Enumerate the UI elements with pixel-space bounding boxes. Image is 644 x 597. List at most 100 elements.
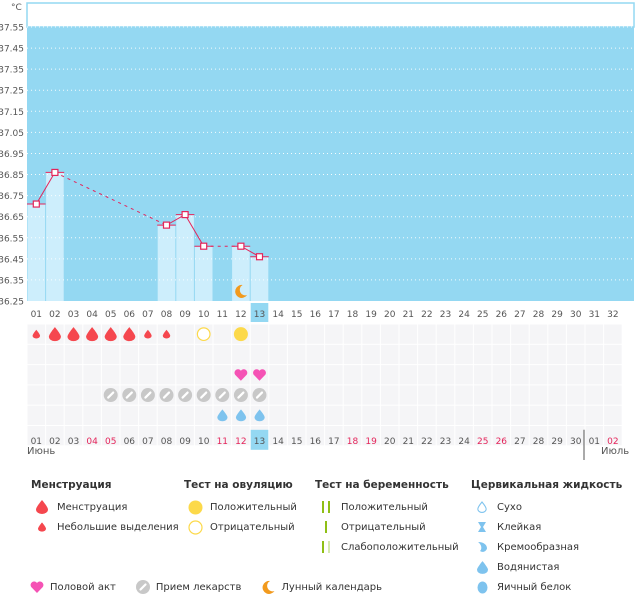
grid-cell	[27, 344, 46, 365]
date-label: 07	[142, 437, 153, 447]
temperature-bar	[194, 246, 213, 301]
grid-cell	[157, 426, 176, 446]
x-tick-label: 22	[421, 310, 432, 320]
y-tick-label: 36.35	[0, 276, 24, 286]
grid-cell	[548, 324, 566, 344]
grid-cell	[120, 344, 139, 365]
grid-cell	[46, 426, 64, 446]
grid-cell	[176, 365, 194, 385]
grid-cell	[343, 426, 362, 446]
grid-cell	[83, 385, 101, 405]
drop-shape	[48, 327, 61, 342]
grid-cell	[473, 324, 492, 344]
x-tick-label: 32	[607, 310, 618, 320]
grid-cell	[492, 405, 511, 425]
sticky-icon	[471, 521, 493, 533]
ovulation-positive-icon	[233, 327, 248, 342]
grid-cell	[529, 344, 548, 365]
grid-cell	[101, 344, 120, 365]
legend-label: Лунный календарь	[281, 581, 382, 593]
pill-icon	[252, 388, 267, 403]
grid-cell	[436, 426, 455, 446]
grid-cell	[27, 405, 46, 425]
legend-label: Положительный	[341, 501, 428, 513]
grid-cell	[455, 324, 473, 344]
grid-cell	[213, 365, 232, 385]
x-tick-label: 06	[124, 310, 136, 320]
ovulation-positive-icon	[184, 500, 206, 515]
x-tick-label: 19	[365, 310, 377, 320]
date-label: 28	[533, 437, 545, 447]
drop-shape	[162, 329, 171, 339]
legend-label: Отрицательный	[210, 521, 295, 533]
grid-cell	[604, 405, 622, 425]
grid-cell	[585, 365, 604, 385]
legend-label: Половой акт	[50, 581, 116, 593]
pregnancy-positive-icon	[315, 501, 337, 513]
drop-shape	[123, 327, 136, 342]
grid-cell	[418, 324, 436, 344]
x-tick-label: 28	[533, 310, 545, 320]
legend-item-medication: Прием лекарств	[135, 580, 241, 594]
blood-drop-icon	[31, 500, 53, 514]
grid-cell	[511, 365, 529, 385]
legend-item-sticky: Клейкая	[471, 517, 622, 537]
watery-drop-icon	[235, 409, 247, 422]
grid-cell	[604, 344, 622, 365]
grid-cell	[269, 365, 287, 385]
grid-cell	[343, 365, 362, 385]
x-tick-label: 26	[496, 310, 508, 320]
temperature-bar	[250, 256, 269, 301]
grid-cell	[362, 426, 380, 446]
grid-cell	[529, 385, 548, 405]
drop-shape	[235, 409, 247, 422]
date-label: 22	[421, 437, 432, 447]
grid-cell	[585, 405, 604, 425]
legend-label: Кремообразная	[497, 541, 580, 553]
pill-icon	[122, 388, 137, 403]
x-tick-label: 14	[272, 310, 284, 320]
grid-cell	[27, 385, 46, 405]
grid-cell	[64, 405, 83, 425]
blood-drop-icon	[67, 327, 80, 342]
grid-cell	[287, 385, 306, 405]
grid-cell	[436, 324, 455, 344]
grid-cell	[399, 365, 418, 385]
watery-drop-icon	[217, 409, 228, 422]
grid-cell	[46, 405, 64, 425]
grid-cell	[194, 426, 213, 446]
grid-cell	[455, 344, 473, 365]
legend-item-dry: Сухо	[471, 497, 622, 517]
grid-cell	[548, 426, 566, 446]
moon-icon	[235, 284, 248, 298]
grid-cell	[455, 405, 473, 425]
legend-item-preg-negative: Отрицательный	[315, 517, 459, 537]
grid-cell	[399, 405, 418, 425]
grid-cell	[306, 365, 325, 385]
date-label: 13	[254, 437, 265, 447]
x-tick-label: 08	[161, 310, 173, 320]
pregnancy-negative-icon	[315, 521, 337, 533]
grid-cell	[287, 324, 306, 344]
legend-item-moon: Лунный календарь	[261, 580, 382, 594]
current-day-highlight	[250, 303, 269, 322]
grid-cell	[436, 365, 455, 385]
small-blood-drop-icon	[144, 329, 152, 339]
grid-cell	[492, 385, 511, 405]
grid-cell	[176, 426, 194, 446]
legend-label: Сухо	[497, 501, 522, 513]
grid-cell	[101, 405, 120, 425]
date-label: 30	[570, 437, 582, 447]
legend-label: Менструация	[57, 501, 128, 513]
grid-cell	[269, 385, 287, 405]
legend-item-preg-weak: Слабоположительный	[315, 537, 459, 557]
pill-line	[144, 391, 152, 399]
legend-menstruation: Менструация Менструация Небольшие выделе…	[31, 479, 179, 537]
grid-cell	[529, 324, 548, 344]
temperature-point	[255, 253, 264, 261]
grid-cell	[306, 324, 325, 344]
grid-cell	[46, 365, 64, 385]
legend-item-ovu-positive: Положительный	[184, 497, 297, 517]
date-label: 12	[235, 437, 246, 447]
legend-label: Клейкая	[497, 521, 542, 533]
